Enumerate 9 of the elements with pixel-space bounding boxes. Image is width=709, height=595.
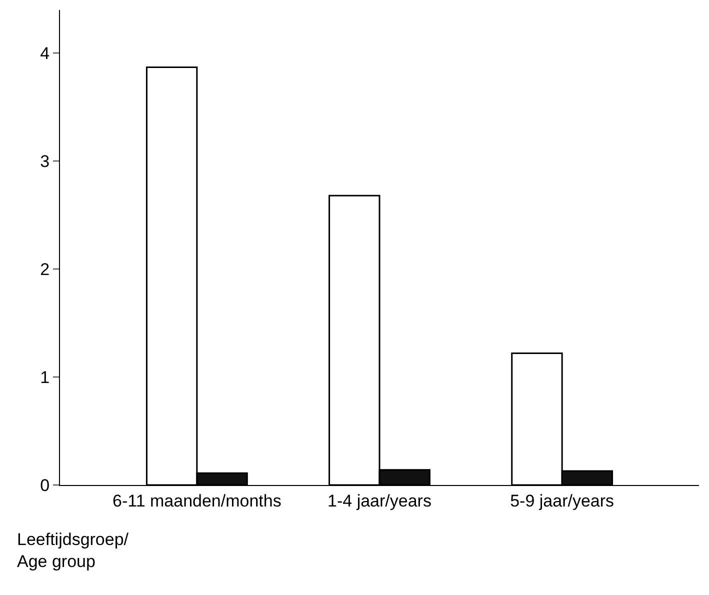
y-tick-label: 3	[40, 152, 50, 172]
y-tick-label: 1	[40, 368, 50, 387]
x-axis-title: Leeftijdsgroep/ Age group	[17, 530, 129, 572]
y-tick-label: 2	[40, 260, 50, 280]
x-tick-label: 5-9 jaar/years	[510, 491, 614, 510]
x-tick-label: 1-4 jaar/years	[328, 491, 432, 510]
y-tick-label: 4	[40, 44, 50, 64]
y-tick-label: 0	[40, 476, 50, 495]
x-tick-label: 6-11 maanden/months	[112, 491, 282, 510]
